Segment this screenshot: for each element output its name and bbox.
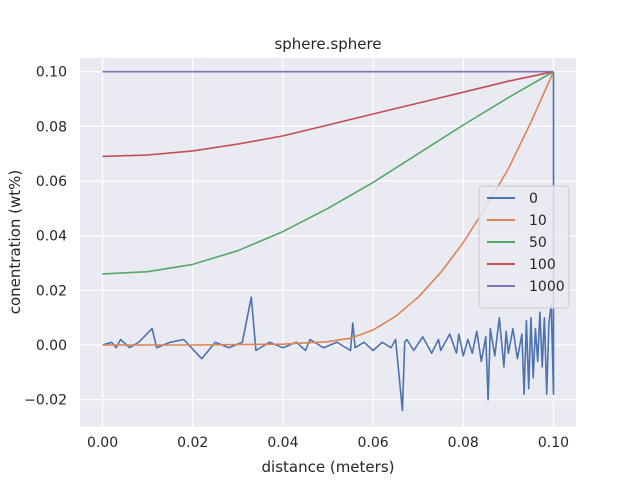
x-tick-label: 0.00 <box>87 435 118 451</box>
y-tick-label: 0.04 <box>36 229 67 245</box>
x-tick-label: 0.08 <box>448 435 479 451</box>
legend-box <box>478 185 570 309</box>
series-line-100 <box>102 70 554 158</box>
y-axis-label: conentration (wt%) <box>6 170 24 315</box>
y-tick-label: 0.02 <box>36 283 67 299</box>
y-tick-label: 0.10 <box>36 65 67 81</box>
legend-label: 100 <box>529 257 556 273</box>
y-tick-label: −0.02 <box>24 393 67 409</box>
legend: 0 10 50 100 1000 <box>478 185 570 309</box>
y-tick-label: 0.08 <box>36 119 67 135</box>
x-tick-label: 0.04 <box>267 435 298 451</box>
legend-label: 0 <box>529 191 538 207</box>
tick-labels: 0.00 0.02 0.04 0.06 0.08 0.10 −0.02 0.00 0.02 0.0… <box>24 65 569 451</box>
series-line-50 <box>102 71 554 275</box>
series-lines <box>102 70 555 412</box>
x-tick-label: 0.06 <box>358 435 389 451</box>
series-line-10 <box>102 71 555 346</box>
series-line-0 <box>102 71 555 412</box>
y-tick-label: 0.00 <box>36 338 67 354</box>
legend-label: 1000 <box>529 279 565 295</box>
x-tick-label: 0.02 <box>177 435 208 451</box>
chart-title: sphere.sphere <box>274 35 381 53</box>
x-axis-label: distance (meters) <box>262 458 395 476</box>
legend-label: 50 <box>529 235 547 251</box>
legend-label: 10 <box>529 213 547 229</box>
y-tick-label: 0.06 <box>36 174 67 190</box>
x-tick-label: 0.10 <box>538 435 569 451</box>
